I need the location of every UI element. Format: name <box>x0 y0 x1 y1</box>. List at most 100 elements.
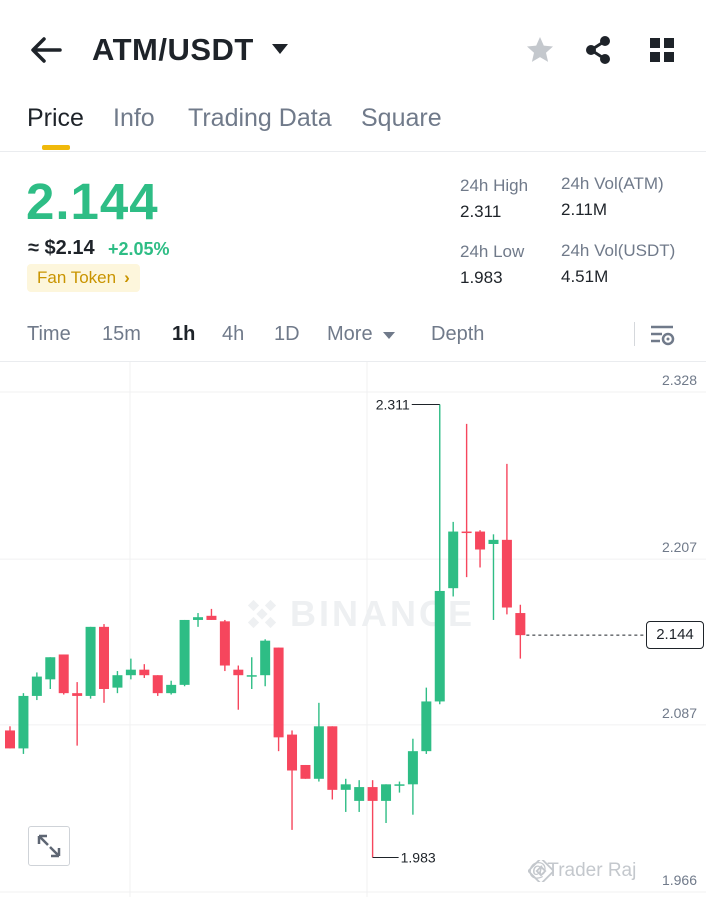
expand-icon[interactable] <box>28 826 70 866</box>
candlestick-chart[interactable]: BINANCE 2.328 2.207 2.087 1.966 2.311 1.983 … <box>0 362 706 897</box>
candle-body <box>475 531 486 550</box>
candle-body <box>300 764 311 779</box>
candle-body <box>152 675 163 694</box>
candle-body <box>434 590 445 702</box>
candle <box>300 764 311 779</box>
candle <box>475 530 486 568</box>
pair-title[interactable]: ATM/USDT <box>92 32 254 67</box>
candle-body <box>206 615 217 620</box>
candle-body <box>72 693 83 696</box>
candle <box>85 626 96 699</box>
candle-body <box>31 676 42 696</box>
interval-time[interactable]: Time <box>27 323 71 345</box>
candle <box>461 423 472 578</box>
candle-body <box>125 669 136 676</box>
grid-icon[interactable] <box>646 34 678 66</box>
candle-body <box>354 787 365 801</box>
share-icon[interactable] <box>582 34 614 66</box>
interval-1d[interactable]: 1D <box>274 323 300 345</box>
current-price-label: 2.144 <box>646 621 704 650</box>
candle-body <box>233 669 244 676</box>
low-value: 1.983 <box>460 268 503 287</box>
candle <box>407 738 418 815</box>
tab-square[interactable]: Square <box>361 104 442 132</box>
candle <box>99 624 110 703</box>
candle-body <box>421 701 432 752</box>
candle <box>58 654 69 695</box>
caret-down-icon <box>383 331 396 339</box>
candle <box>421 687 432 754</box>
candle-body <box>85 626 96 696</box>
tab-trading-data[interactable]: Trading Data <box>188 104 332 132</box>
candle <box>434 404 445 705</box>
interval-15m[interactable]: 15m <box>102 323 141 345</box>
candle-body <box>394 784 405 786</box>
candle-body <box>166 684 177 694</box>
vol-quote-value: 4.51M <box>561 267 609 286</box>
divider <box>634 322 635 346</box>
tab-price[interactable]: Price <box>27 104 84 132</box>
top-bar: ATM/USDT <box>0 0 706 100</box>
interval-more[interactable]: More <box>327 323 396 346</box>
candle-body <box>273 647 284 738</box>
candle <box>488 534 499 620</box>
candle-body <box>448 531 459 589</box>
candle <box>152 675 163 696</box>
candle <box>139 664 150 678</box>
candle-body <box>179 619 190 685</box>
candle <box>18 693 29 754</box>
candle <box>448 521 459 597</box>
candle-body <box>260 640 271 676</box>
watermark-text: BINANCE <box>290 593 475 634</box>
candle <box>381 784 392 823</box>
candle-body <box>327 726 338 790</box>
candle-body <box>367 787 378 801</box>
candle <box>45 657 56 690</box>
fan-token-label: Fan Token <box>37 268 117 287</box>
candle-body <box>112 675 123 688</box>
candle <box>193 613 204 627</box>
candle <box>354 780 365 812</box>
candle-body <box>381 784 392 801</box>
chevron-right-icon: › <box>124 268 130 287</box>
fan-token-tag[interactable]: Fan Token › <box>27 264 140 292</box>
candle <box>246 657 257 690</box>
candle-body <box>99 626 110 690</box>
candle <box>367 780 378 858</box>
chart-canvas: BINANCE 2.328 2.207 2.087 1.966 2.311 1.983 <box>0 362 706 897</box>
active-tab-indicator <box>42 145 70 150</box>
candle-body <box>515 613 526 636</box>
interval-bar: Time 15m 1h 4h 1D More Depth <box>0 312 706 362</box>
candle-body <box>340 784 351 790</box>
chart-settings-icon[interactable] <box>648 321 676 349</box>
tab-info[interactable]: Info <box>113 104 155 132</box>
candle <box>287 730 298 830</box>
interval-more-label: More <box>327 323 373 345</box>
vol-base-label: 24h Vol(ATM) <box>561 174 664 193</box>
max-price-annotation: 2.311 <box>376 396 410 412</box>
candle <box>233 665 244 710</box>
price-usd: ≈ $2.14 <box>28 237 95 259</box>
y-tick-label: 1.966 <box>662 872 697 888</box>
candle <box>179 619 190 687</box>
star-icon[interactable] <box>524 34 556 66</box>
candle <box>31 672 42 701</box>
candle <box>260 639 271 687</box>
interval-1h[interactable]: 1h <box>172 323 196 345</box>
candle <box>501 463 512 615</box>
tab-depth[interactable]: Depth <box>431 323 485 345</box>
vol-quote-label: 24h Vol(USDT) <box>561 241 676 260</box>
candle-body <box>18 695 29 749</box>
back-arrow-icon[interactable] <box>26 32 66 68</box>
binance-logo-icon <box>247 599 277 629</box>
min-price-annotation: 1.983 <box>401 850 436 866</box>
interval-4h[interactable]: 4h <box>222 323 245 345</box>
candle <box>313 702 324 782</box>
candle-body <box>313 726 324 779</box>
author-credit-text: @Trader Raj <box>528 860 637 881</box>
candle-body <box>461 531 472 534</box>
caret-down-icon[interactable] <box>270 42 290 56</box>
candle <box>394 781 405 793</box>
price-change: +2.05% <box>108 239 170 259</box>
candle <box>327 726 338 800</box>
